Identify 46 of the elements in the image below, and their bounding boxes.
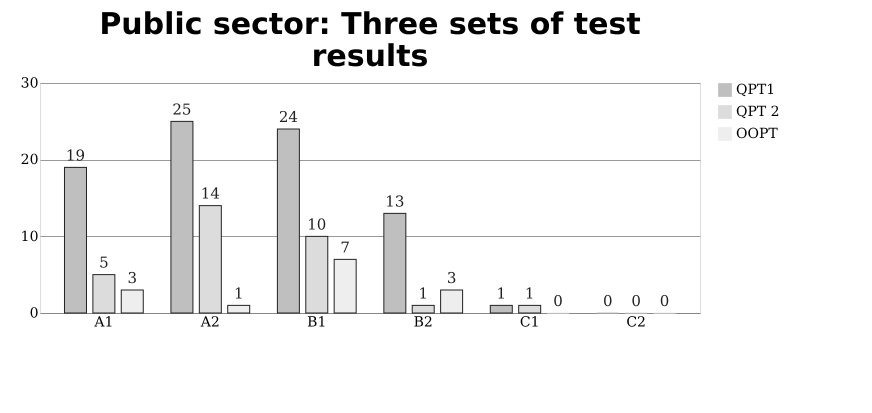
bar [490,304,513,314]
bar [120,290,144,314]
bar [334,258,357,314]
data-label: 0 [602,292,613,310]
bar [412,304,435,314]
bar [198,205,222,314]
legend-label: QPT1 [736,82,776,98]
bar [227,304,250,314]
y-tick-label: 30 [20,76,38,92]
bar [305,236,328,314]
bar [276,128,300,314]
legend-label: QPT 2 [736,104,780,120]
x-tick-label: C2 [626,314,646,330]
data-label: 1 [496,284,506,302]
data-label: 1 [234,284,244,302]
x-tick-label: B1 [307,314,326,330]
x-tick-label: A1 [93,314,114,330]
data-label: 1 [524,284,534,302]
chart-title: Public sector: Three sets of test results [99,7,641,74]
data-label: 0 [553,292,563,310]
data-label: 3 [446,269,456,287]
y-tick-label: 20 [20,152,38,168]
data-label: 0 [631,292,641,310]
data-label: 13 [385,192,404,210]
bar [440,290,464,314]
data-label: 3 [127,269,138,287]
bar [92,274,116,314]
data-label: 10 [307,215,326,234]
data-label: 5 [99,254,109,272]
data-label: 7 [340,238,350,256]
x-tick-label: B2 [414,314,433,330]
y-tick-label: 0 [30,306,38,322]
legend-label: OOPT [736,126,778,142]
data-label: 25 [172,100,192,118]
data-label: 19 [66,146,86,164]
data-label: 0 [660,292,670,310]
bar [383,212,406,314]
bar [170,120,194,314]
y-tick-label: 10 [20,228,38,245]
data-label: 24 [278,108,298,126]
data-label: 14 [200,184,220,203]
x-tick-label: A2 [200,314,220,330]
bar [64,166,87,314]
data-label: 1 [418,284,428,302]
x-tick-label: C1 [520,314,540,330]
bar [518,304,542,314]
